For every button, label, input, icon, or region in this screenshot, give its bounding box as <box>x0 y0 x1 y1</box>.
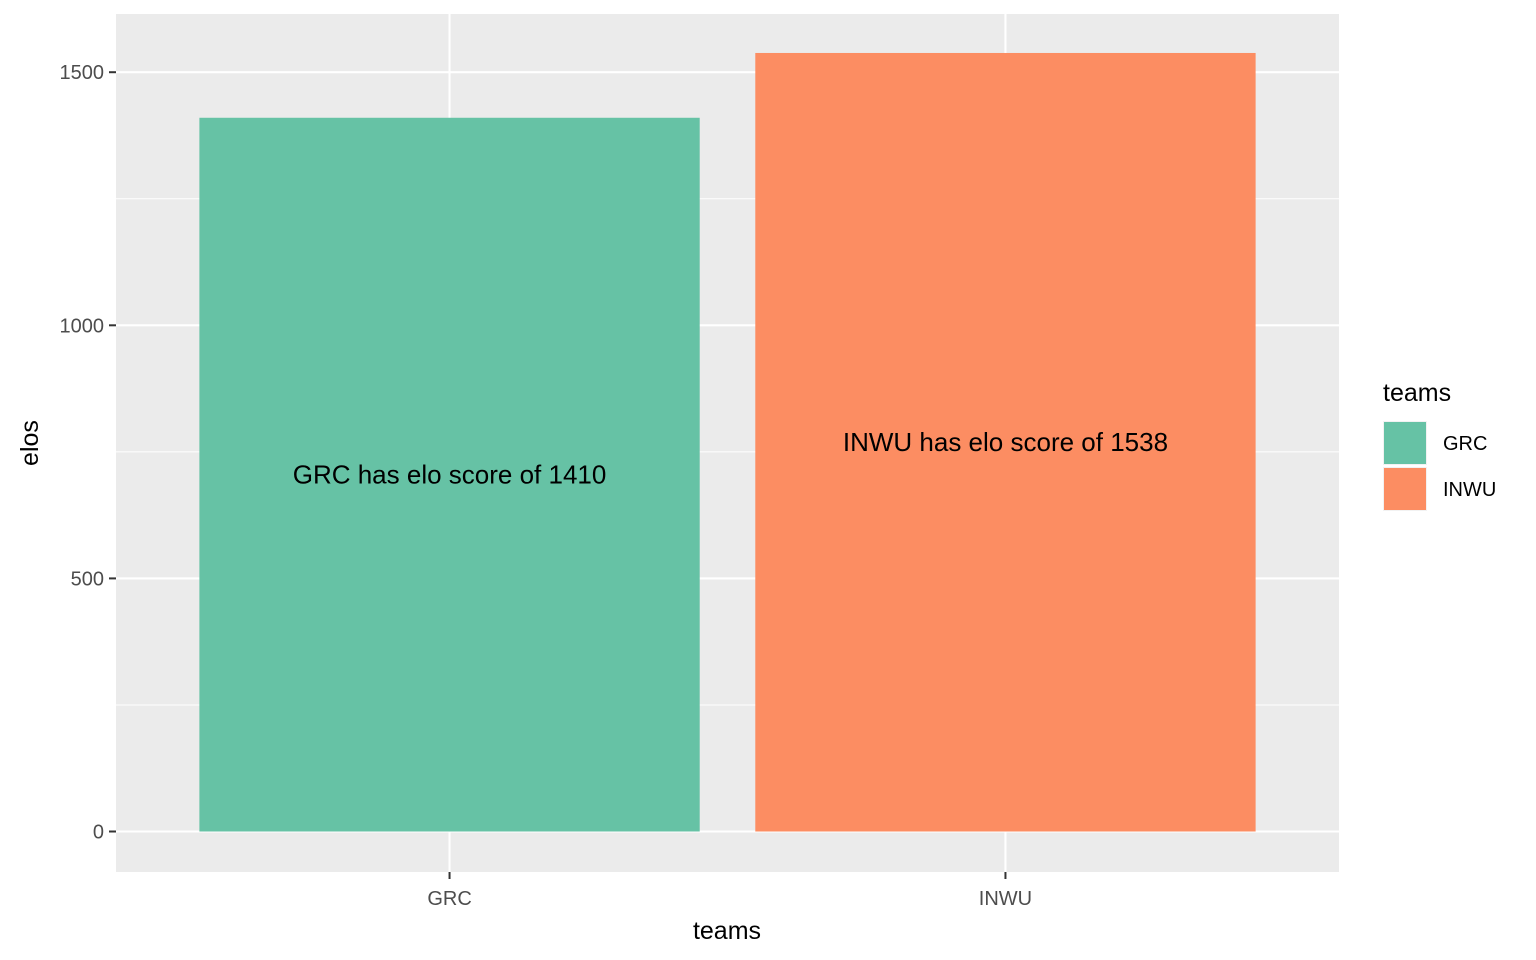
bar-grc <box>199 117 700 832</box>
y-tick-label: 1500 <box>60 62 105 84</box>
legend-label: INWU <box>1443 479 1496 501</box>
bar-inwu <box>755 52 1256 832</box>
x-axis: GRC INWU <box>427 872 1032 910</box>
bars <box>199 52 1256 832</box>
y-axis: 0 500 1000 1500 <box>60 62 116 844</box>
y-axis-title: elos <box>16 420 44 466</box>
legend: teams GRC INWU <box>1383 379 1496 511</box>
legend-swatch-inwu <box>1384 468 1426 510</box>
y-tick-label: 0 <box>93 822 104 844</box>
legend-title: teams <box>1383 379 1451 407</box>
data-label: GRC has elo score of 1410 <box>293 460 607 490</box>
data-labels: GRC has elo score of 1410 INWU has elo sc… <box>293 427 1168 489</box>
legend-label: GRC <box>1443 433 1487 455</box>
y-tick-label: 500 <box>71 568 104 590</box>
y-tick-label: 1000 <box>60 315 105 337</box>
legend-swatch-grc <box>1384 422 1426 464</box>
x-tick-label: GRC <box>427 888 471 910</box>
data-label: INWU has elo score of 1538 <box>843 427 1168 457</box>
x-axis-title: teams <box>693 917 761 945</box>
x-tick-label: INWU <box>979 888 1032 910</box>
